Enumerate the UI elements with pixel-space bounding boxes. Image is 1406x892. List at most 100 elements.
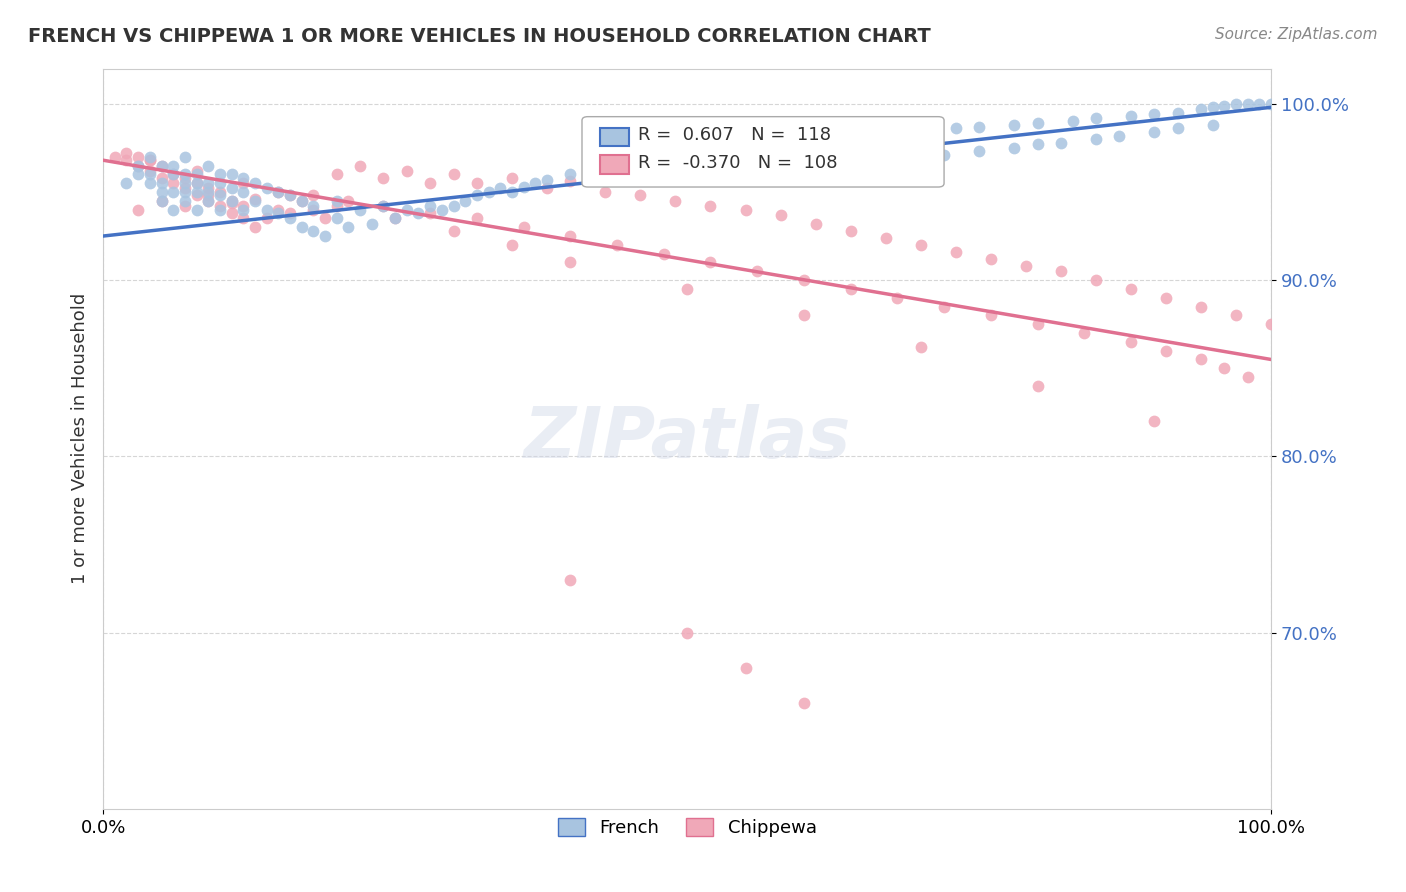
Point [278,211,301,226]
Point [793,696,815,710]
Point [980,252,1002,266]
Point [910,150,932,164]
Point [139,153,162,168]
Point [628,188,651,202]
Point [208,199,231,213]
Point [186,176,208,190]
Point [1189,300,1212,314]
Point [1026,379,1049,393]
Point [197,185,219,199]
Point [945,121,967,136]
Point [360,217,382,231]
Point [197,194,219,208]
Point [302,224,325,238]
Point [1084,273,1107,287]
Point [186,185,208,199]
Point [162,159,184,173]
Point [221,181,243,195]
Point [243,192,266,206]
Point [373,199,395,213]
Point [1143,414,1166,428]
Point [314,229,336,244]
Point [886,127,908,141]
Point [127,150,149,164]
Point [652,246,675,260]
Point [419,176,441,190]
Point [1154,343,1177,358]
Point [139,176,162,190]
Point [1260,317,1282,331]
Point [173,194,195,208]
Point [851,155,873,169]
Point [711,167,734,181]
Point [932,148,955,162]
Point [221,195,243,210]
Point [465,176,488,190]
Point [1062,114,1084,128]
Point [162,167,184,181]
Point [1213,98,1236,112]
Point [150,159,173,173]
Point [501,185,523,199]
Point [1167,121,1189,136]
Point [173,199,195,213]
Point [443,224,465,238]
Point [349,159,371,173]
Point [208,167,231,181]
Point [1260,96,1282,111]
Point [932,300,955,314]
Point [560,255,582,269]
Point [197,194,219,208]
Point [560,573,582,587]
Point [536,181,558,195]
Point [186,176,208,190]
Point [1050,264,1073,278]
Text: Source: ZipAtlas.com: Source: ZipAtlas.com [1215,27,1378,42]
Point [127,159,149,173]
Point [208,188,231,202]
Point [676,625,699,640]
Point [595,185,617,199]
Point [162,185,184,199]
Point [337,194,360,208]
Point [314,211,336,226]
Point [1119,109,1142,123]
Point [851,128,873,143]
Point [1026,137,1049,152]
Point [325,211,347,226]
Point [139,163,162,178]
Point [162,176,184,190]
FancyBboxPatch shape [582,117,943,187]
Point [256,181,278,195]
Point [419,206,441,220]
Point [967,120,990,134]
Point [150,194,173,208]
Point [243,220,266,235]
Point [337,220,360,235]
Point [208,202,231,217]
Point [104,150,127,164]
Point [734,145,756,159]
Point [910,340,932,354]
Point [373,170,395,185]
Point [232,202,254,217]
Point [828,132,851,146]
Point [325,199,347,213]
Point [208,185,231,199]
Point [243,176,266,190]
Point [524,176,547,190]
Point [197,181,219,195]
Point [1084,111,1107,125]
Point [536,172,558,186]
Point [150,194,173,208]
Point [1236,370,1258,384]
Point [115,146,138,161]
Point [793,273,815,287]
Point [325,194,347,208]
Point [628,155,651,169]
Point [676,282,699,296]
Point [395,163,418,178]
Point [1015,259,1038,273]
Point [186,202,208,217]
Legend: French, Chippewa: French, Chippewa [550,811,824,845]
